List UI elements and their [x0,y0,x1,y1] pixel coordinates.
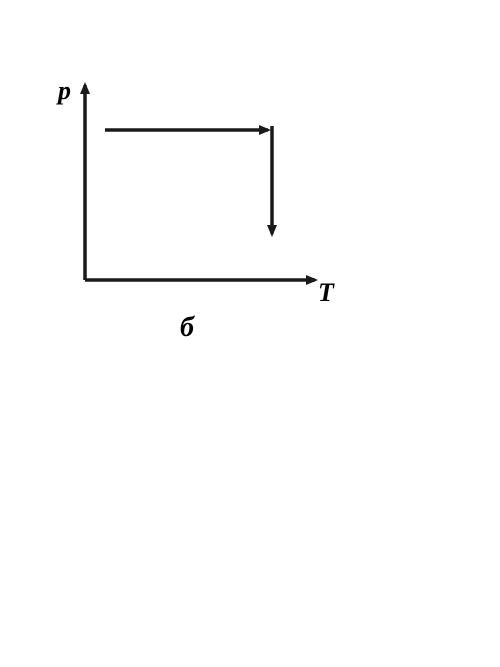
figure-caption: б [180,312,194,344]
y-axis-label: p [58,76,71,106]
x-axis-label: T [318,278,334,308]
pt-diagram [0,0,500,667]
figure-container: p T б [0,0,500,667]
